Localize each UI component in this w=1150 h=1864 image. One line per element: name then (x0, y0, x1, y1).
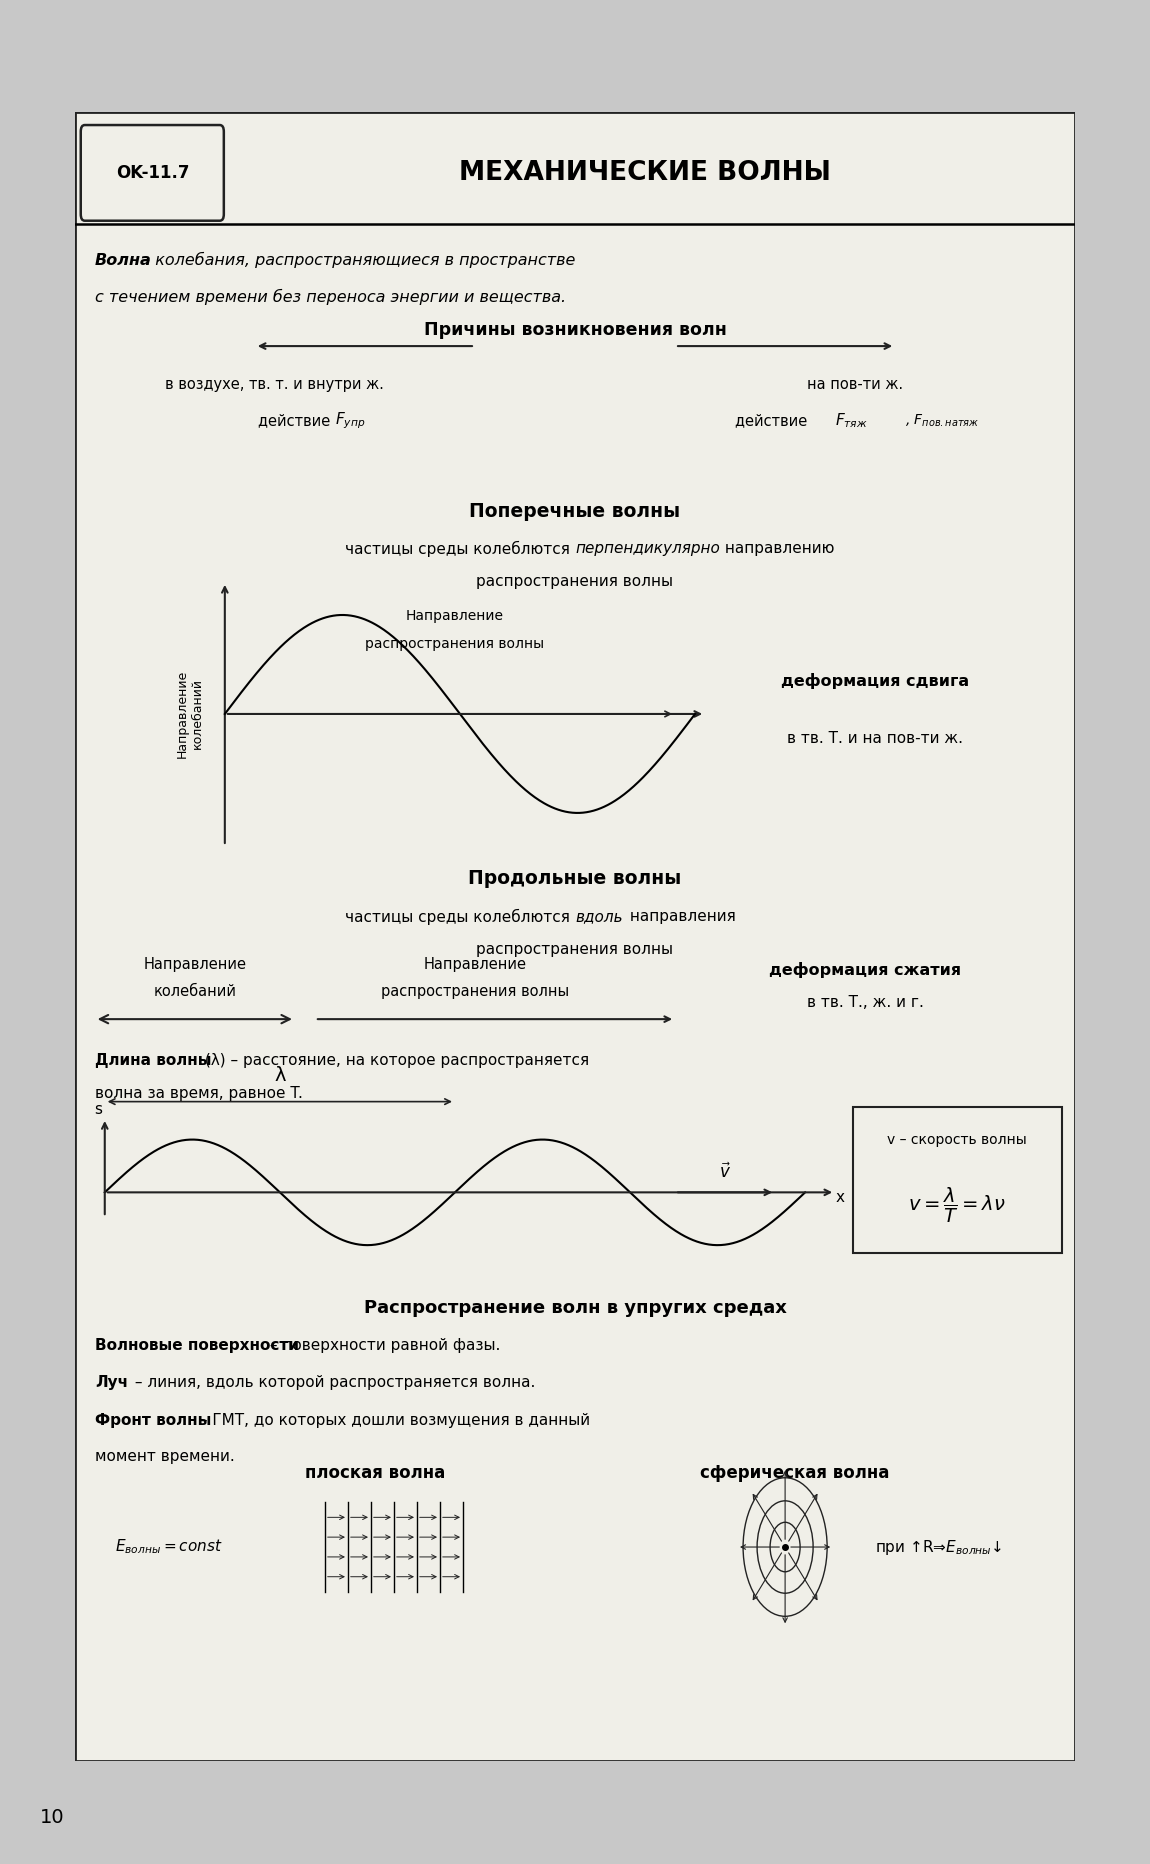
Text: плоская волна: плоская волна (305, 1463, 445, 1482)
Text: Фронт волны: Фронт волны (94, 1413, 212, 1428)
Text: вдоль: вдоль (575, 910, 622, 925)
Text: сферическая волна: сферическая волна (700, 1463, 890, 1482)
Text: $v=\dfrac{\lambda}{T}=\lambda\nu$: $v=\dfrac{\lambda}{T}=\lambda\nu$ (908, 1186, 1006, 1225)
Text: $\vec{v}$: $\vec{v}$ (719, 1163, 731, 1182)
Text: распространения волны: распространения волны (476, 943, 674, 958)
Text: Луч: Луч (94, 1374, 128, 1389)
Text: на пов-ти ж.: на пов-ти ж. (807, 377, 903, 391)
Text: Поперечные волны: Поперечные волны (469, 501, 681, 520)
Text: колебаний: колебаний (153, 984, 236, 999)
Text: Распространение волн в упругих средах: Распространение волн в упругих средах (363, 1299, 787, 1316)
Text: s: s (94, 1102, 101, 1117)
Text: действие: действие (735, 412, 812, 429)
Text: (λ) – расстояние, на которое распространяется: (λ) – расстояние, на которое распростран… (200, 1053, 589, 1068)
FancyBboxPatch shape (75, 112, 1075, 1761)
Text: в воздухе, тв. т. и внутри ж.: в воздухе, тв. т. и внутри ж. (166, 377, 384, 391)
Text: – поверхности равной фазы.: – поверхности равной фазы. (264, 1338, 500, 1353)
Text: Длина волны: Длина волны (94, 1053, 212, 1068)
Text: направления: направления (626, 910, 736, 925)
Text: , $F_{пов. натяж}$: , $F_{пов. натяж}$ (905, 412, 980, 429)
Text: перпендикулярно: перпендикулярно (575, 542, 720, 557)
Text: распространения волны: распространения волны (366, 637, 544, 651)
Text: OK-11.7: OK-11.7 (116, 164, 190, 183)
Text: λ: λ (274, 1066, 285, 1085)
Text: деформация сдвига: деформация сдвига (781, 673, 969, 690)
FancyBboxPatch shape (81, 125, 224, 220)
Text: $F_{тяж}$: $F_{тяж}$ (835, 410, 868, 431)
Text: 10: 10 (39, 1808, 64, 1827)
Text: момент времени.: момент времени. (94, 1448, 235, 1463)
Text: – линия, вдоль которой распространяется волна.: – линия, вдоль которой распространяется … (130, 1374, 535, 1389)
Text: в тв. Т. и на пов-ти ж.: в тв. Т. и на пов-ти ж. (787, 731, 964, 746)
Text: – ГМТ, до которых дошли возмущения в данный: – ГМТ, до которых дошли возмущения в дан… (194, 1413, 590, 1428)
Text: Направление: Направление (423, 958, 527, 973)
Text: Направление: Направление (406, 610, 504, 623)
Text: волна за время, равное T.: волна за время, равное T. (94, 1087, 302, 1102)
Text: направлению: направлению (720, 542, 835, 557)
Text: $E_{волны}=const$: $E_{волны}=const$ (115, 1538, 222, 1556)
Text: действие: действие (258, 412, 335, 429)
Text: Направление
колебаний: Направление колебаний (176, 669, 204, 759)
Text: деформация сжатия: деформация сжатия (769, 962, 961, 977)
Text: распространения волны: распространения волны (476, 574, 674, 589)
FancyBboxPatch shape (853, 1107, 1063, 1253)
Text: распространения волны: распространения волны (381, 984, 569, 999)
Text: Волна: Волна (94, 254, 152, 268)
Text: частицы среды колеблются: частицы среды колеблются (345, 910, 575, 925)
Text: Направление: Направление (144, 958, 246, 973)
Text: $F_{упр}$: $F_{упр}$ (335, 410, 366, 431)
Text: в тв. Т., ж. и г.: в тв. Т., ж. и г. (806, 995, 923, 1010)
Text: x: x (836, 1189, 844, 1204)
Text: частицы среды колеблются: частицы среды колеблются (345, 541, 575, 557)
Text: Продольные волны: Продольные волны (468, 869, 682, 889)
Text: Причины возникновения волн: Причины возникновения волн (423, 321, 727, 339)
Text: с течением времени без переноса энергии и вещества.: с течением времени без переноса энергии … (94, 289, 566, 304)
Text: v – скорость волны: v – скорость волны (888, 1133, 1027, 1146)
Text: – колебания, распространяющиеся в пространстве: – колебания, распространяющиеся в простр… (137, 252, 576, 268)
Text: Волновые поверхности: Волновые поверхности (94, 1338, 299, 1353)
Text: при ↑R⇒$E_{волны}$↓: при ↑R⇒$E_{волны}$↓ (875, 1538, 1003, 1556)
Text: МЕХАНИЧЕСКИЕ ВОЛНЫ: МЕХАНИЧЕСКИЕ ВОЛНЫ (459, 160, 831, 186)
